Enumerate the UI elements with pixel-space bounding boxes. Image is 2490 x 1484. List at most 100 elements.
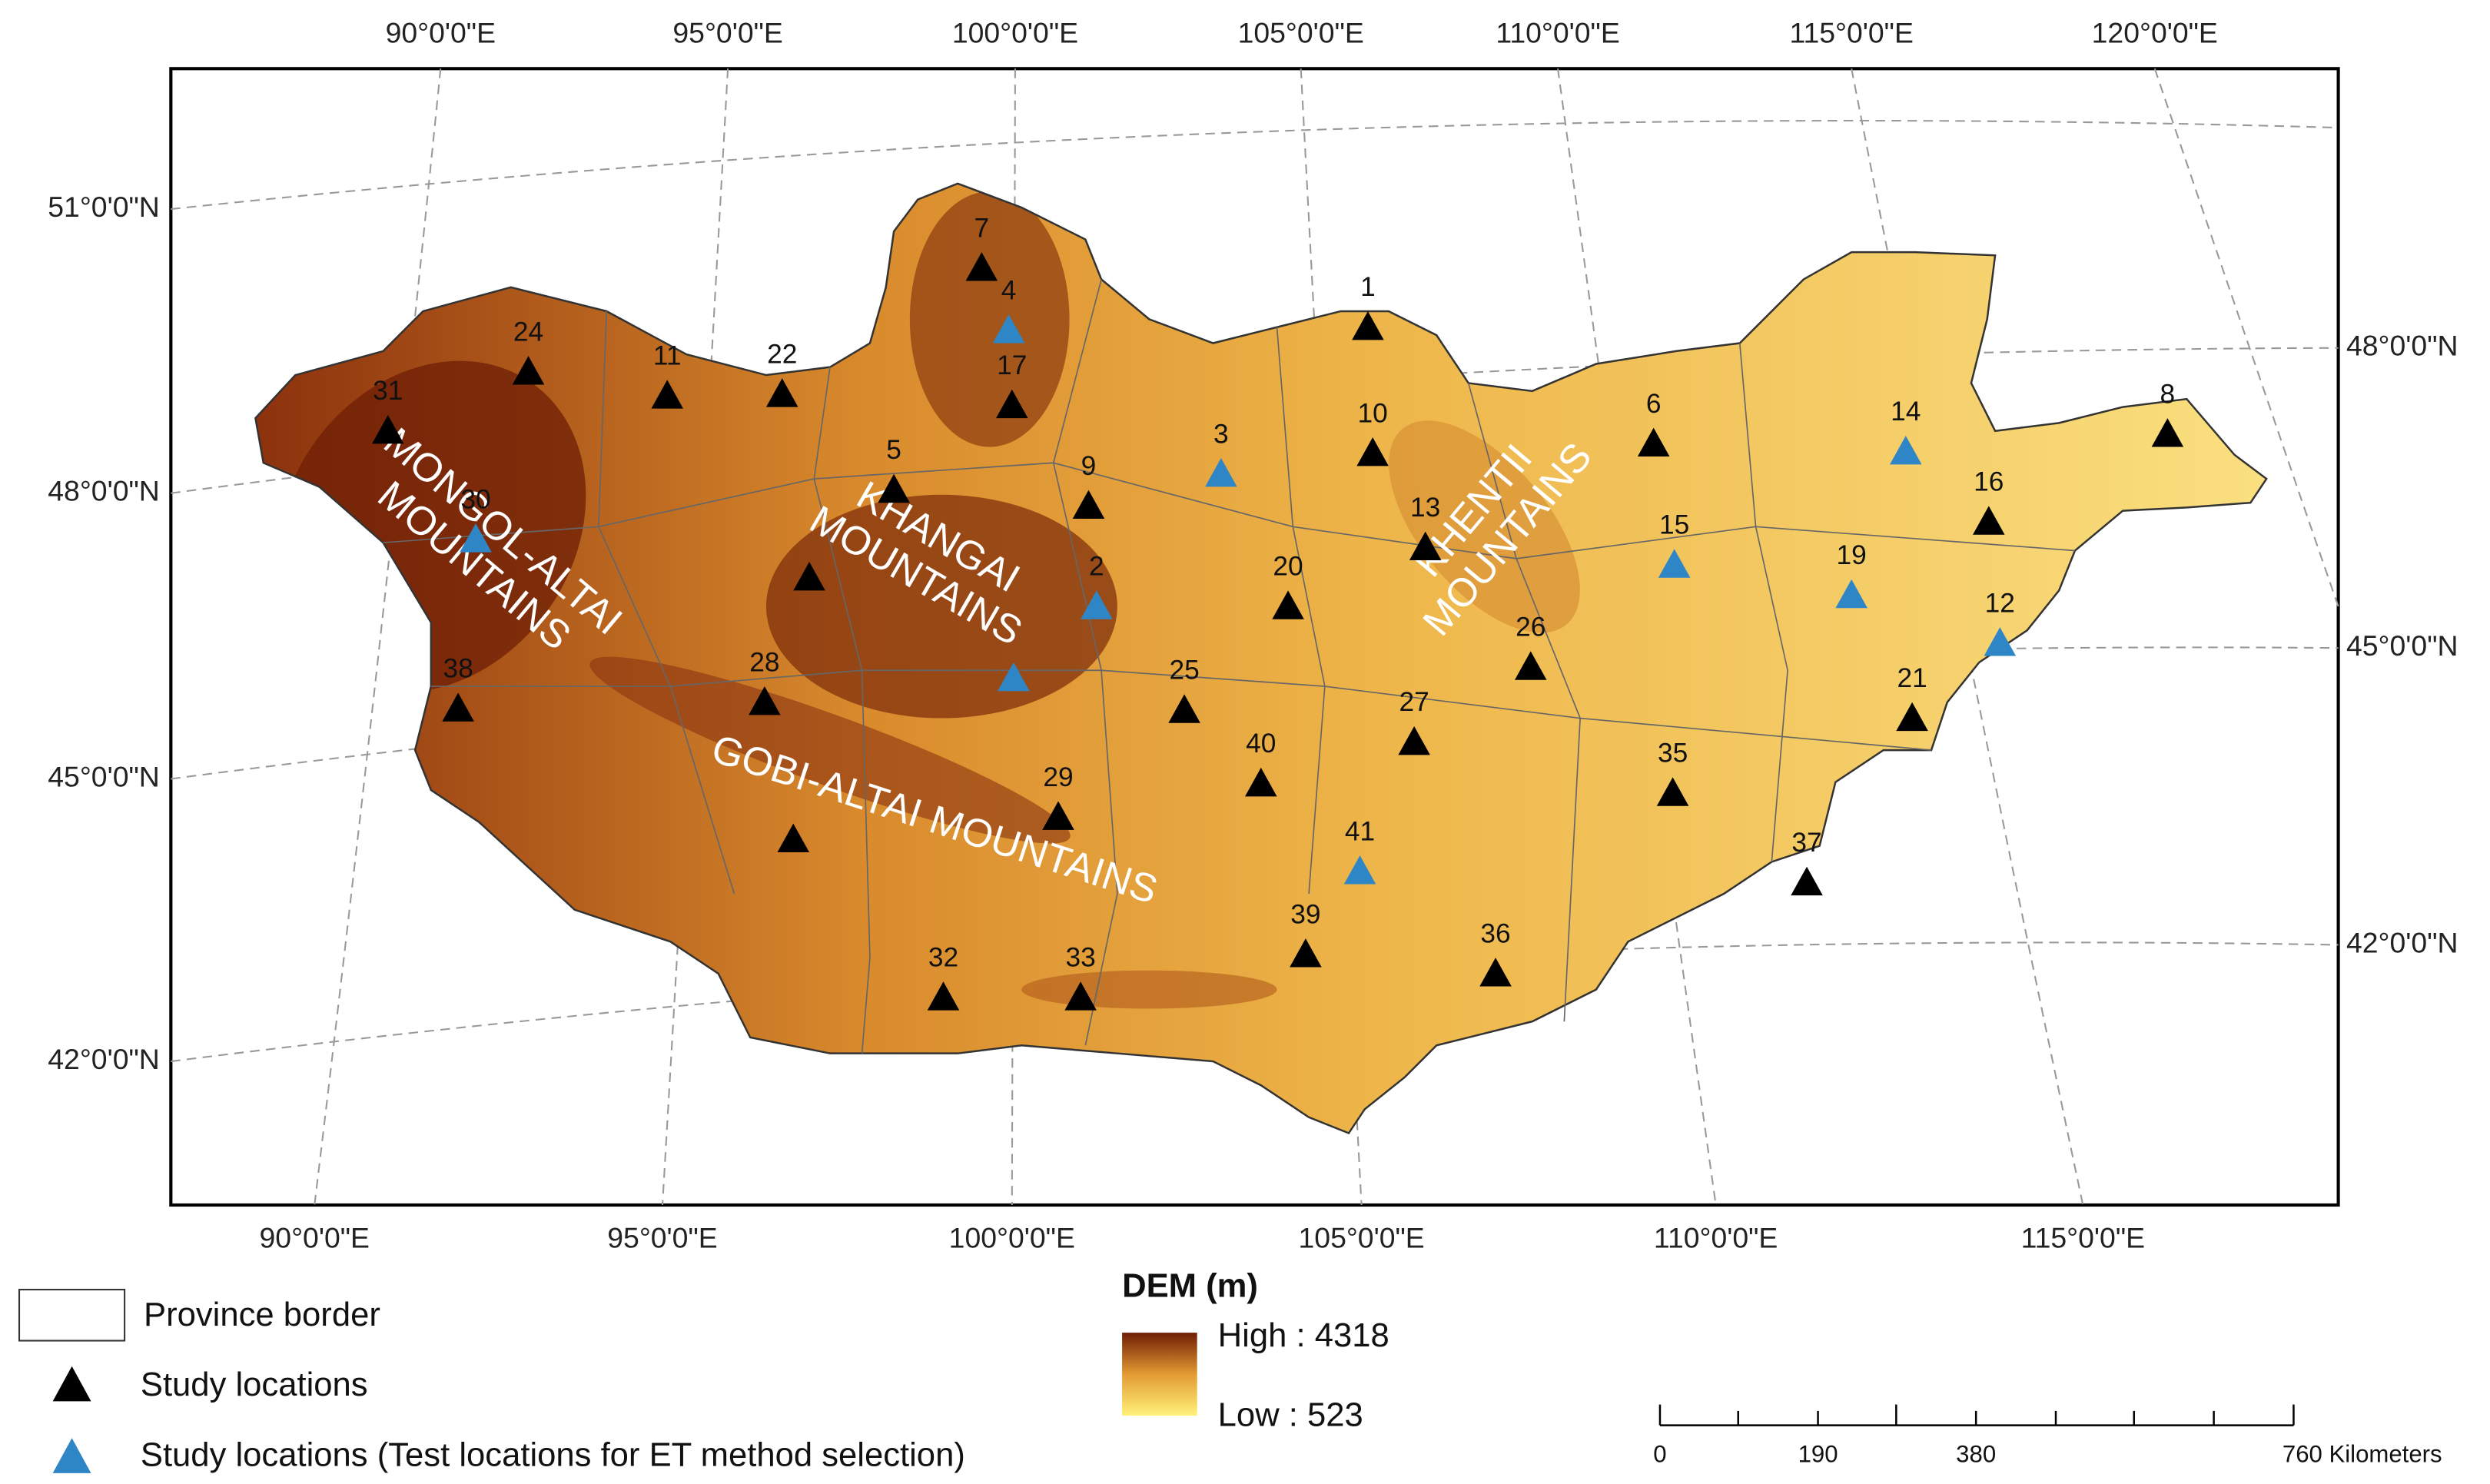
legend-label: Study locations bbox=[141, 1366, 368, 1403]
location-marker bbox=[998, 662, 1030, 692]
location-marker bbox=[1409, 531, 1442, 560]
location-marker bbox=[460, 523, 492, 553]
location-label: 35 bbox=[1658, 739, 1688, 769]
graticule-label: 115°0'0"E bbox=[2021, 1222, 2145, 1254]
location-marker bbox=[878, 473, 910, 503]
scale-bar bbox=[1658, 1404, 2295, 1426]
location-label: 24 bbox=[513, 317, 543, 347]
location-marker bbox=[1791, 866, 1823, 896]
location-label: 11 bbox=[653, 341, 682, 371]
legend-swatch bbox=[52, 1438, 91, 1473]
location-marker bbox=[1890, 435, 1922, 465]
location-marker bbox=[442, 692, 474, 722]
location-marker bbox=[2151, 418, 2184, 447]
dem-ramp bbox=[1122, 1333, 1197, 1416]
location-marker bbox=[1205, 458, 1237, 487]
location-marker bbox=[1245, 767, 1277, 797]
location-label: 32 bbox=[928, 942, 958, 972]
scale-label: 380 bbox=[1956, 1440, 1996, 1467]
location-label: 41 bbox=[1345, 816, 1375, 846]
graticule-label: 95°0'0"E bbox=[672, 17, 782, 49]
location-label: 20 bbox=[1273, 552, 1303, 582]
province-borders bbox=[383, 279, 2075, 1054]
location-marker bbox=[749, 686, 781, 715]
location-marker bbox=[1896, 702, 1928, 732]
location-marker bbox=[1973, 506, 2005, 535]
location-marker bbox=[371, 414, 404, 444]
graticule-label: 45°0'0"N bbox=[48, 760, 160, 792]
legend-label: Province border bbox=[144, 1296, 380, 1333]
graticule-label: 42°0'0"N bbox=[2346, 926, 2458, 958]
location-label: 1 bbox=[1360, 272, 1376, 302]
graticule-label: 100°0'0"E bbox=[952, 17, 1078, 49]
location-marker bbox=[1514, 651, 1547, 680]
graticule-label: 95°0'0"E bbox=[607, 1222, 717, 1254]
location-label: 28 bbox=[749, 647, 779, 677]
location-label: 30 bbox=[460, 484, 490, 514]
location-marker bbox=[1072, 490, 1105, 519]
location-label: 33 bbox=[1065, 942, 1095, 972]
legend-label: Low : 523 bbox=[1218, 1397, 1363, 1434]
location-label: 37 bbox=[1791, 828, 1821, 858]
graticule-label: 115°0'0"E bbox=[1789, 17, 1913, 49]
location-label: 16 bbox=[1974, 467, 2004, 497]
dem-surface bbox=[255, 183, 2267, 1134]
location-marker bbox=[1356, 437, 1389, 466]
location-label: 22 bbox=[767, 339, 797, 369]
graticule-label: 120°0'0"E bbox=[2092, 17, 2218, 49]
graticule-label: 42°0'0"N bbox=[48, 1043, 160, 1075]
location-marker bbox=[1352, 310, 1384, 340]
legend-border-swatch bbox=[18, 1289, 126, 1342]
legend-title: DEM (m) bbox=[1122, 1267, 1258, 1304]
location-label: 15 bbox=[1659, 510, 1689, 540]
location-marker bbox=[1064, 981, 1097, 1011]
location-label: 29 bbox=[1043, 762, 1073, 792]
location-marker bbox=[1479, 958, 1512, 987]
location-marker bbox=[1398, 725, 1430, 755]
location-label: 8 bbox=[2160, 379, 2176, 409]
location-label: 3 bbox=[1213, 419, 1229, 449]
graticule-label: 45°0'0"N bbox=[2346, 629, 2458, 662]
legend: Province border Study locations Study lo… bbox=[18, 1267, 1389, 1474]
location-label: 27 bbox=[1399, 687, 1429, 717]
scale-label: 760 Kilometers bbox=[2282, 1440, 2442, 1467]
location-marker bbox=[1656, 777, 1689, 806]
location-label: 13 bbox=[1410, 493, 1440, 523]
location-marker bbox=[1835, 579, 1868, 609]
location-marker bbox=[992, 314, 1025, 344]
graticule-label: 51°0'0"N bbox=[48, 191, 160, 223]
location-marker bbox=[1081, 590, 1113, 619]
location-label: 39 bbox=[1290, 899, 1320, 929]
location-marker bbox=[793, 562, 825, 591]
location-label: 7 bbox=[974, 213, 990, 243]
location-marker bbox=[927, 981, 960, 1011]
location-marker bbox=[1272, 590, 1304, 619]
graticule-label: 48°0'0"N bbox=[2346, 330, 2458, 362]
location-label: 14 bbox=[1891, 397, 1921, 427]
legend-swatch bbox=[52, 1366, 91, 1402]
location-label: 5 bbox=[886, 435, 901, 465]
location-marker bbox=[777, 823, 810, 853]
location-label: 6 bbox=[1646, 389, 1662, 419]
location-marker bbox=[1042, 801, 1074, 830]
graticule-label: 100°0'0"E bbox=[949, 1222, 1075, 1254]
location-label: 31 bbox=[373, 376, 403, 406]
location-marker bbox=[765, 378, 798, 407]
location-marker bbox=[1658, 549, 1691, 578]
legend-label: High : 4318 bbox=[1218, 1317, 1389, 1354]
location-label: 19 bbox=[1837, 540, 1867, 570]
location-label: 2 bbox=[1089, 552, 1104, 582]
graticule-label: 90°0'0"E bbox=[386, 17, 496, 49]
location-label: 10 bbox=[1358, 398, 1388, 428]
graticule-label: 105°0'0"E bbox=[1238, 17, 1364, 49]
location-label: 17 bbox=[997, 350, 1027, 380]
location-marker bbox=[651, 380, 683, 409]
graticule-label: 90°0'0"E bbox=[260, 1222, 370, 1254]
location-label: 4 bbox=[1001, 275, 1017, 305]
location-label: 12 bbox=[1985, 588, 2015, 618]
location-marker bbox=[1343, 855, 1376, 885]
location-marker bbox=[996, 389, 1028, 419]
graticule-label: 110°0'0"E bbox=[1496, 17, 1619, 49]
location-marker bbox=[512, 356, 545, 385]
